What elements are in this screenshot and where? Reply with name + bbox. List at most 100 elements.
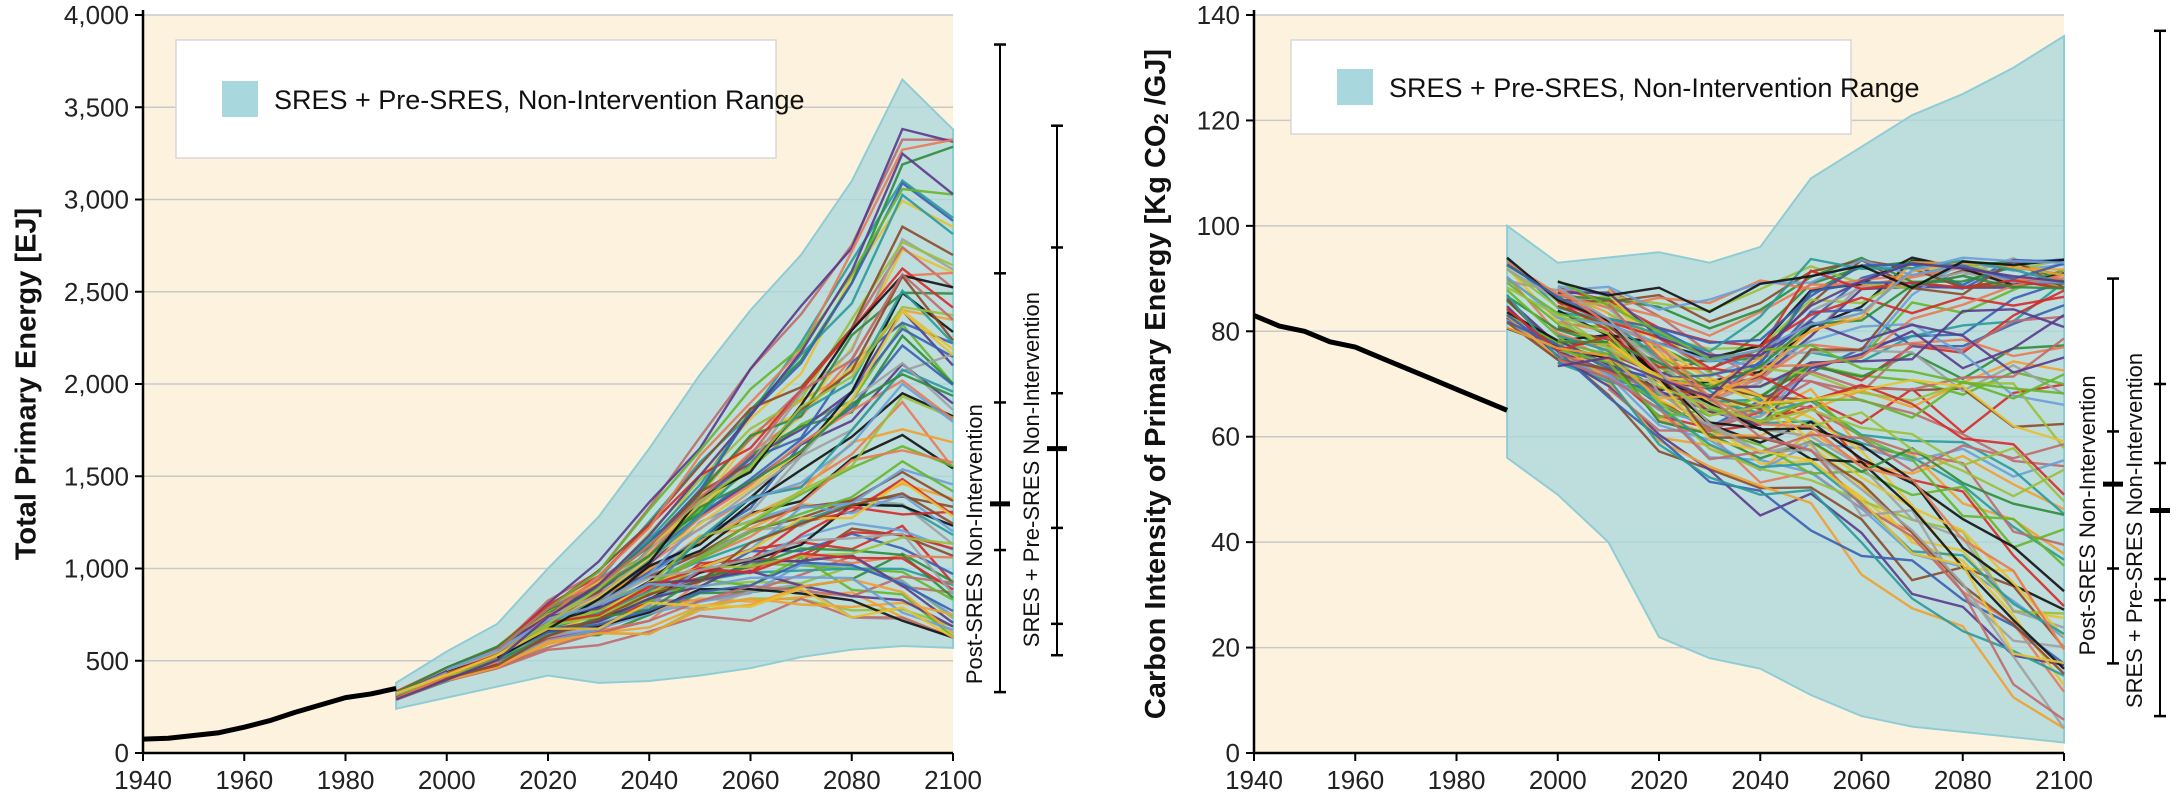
legend: SRES + Pre-SRES, Non-Intervention Range [175,39,805,159]
historical-line [142,685,397,742]
scenario-line [1557,342,2065,730]
scenario-line [1557,286,2065,348]
legend-swatch [222,81,258,117]
legend: SRES + Pre-SRES, Non-Intervention Range [1290,39,1920,135]
scenario-line [1607,353,2065,516]
scenario-line [395,492,954,699]
scenario-line [496,272,954,651]
x-tick-label: 2080 [823,765,881,795]
y-tick-label: 4,000 [64,0,129,30]
x-tick-label: 2040 [1731,765,1789,795]
y-axis-label-tail: /GJ] [1140,49,1172,113]
axes [1246,10,2065,761]
scenario-lines [395,127,954,702]
scenario-line [1557,279,2065,395]
x-tick-label: 2000 [1529,765,1587,795]
scenario-lines [1506,256,2066,730]
y-tick-label: 1,500 [64,461,129,491]
scenario-line [1607,293,2065,637]
y-tick-label: 60 [1211,422,1240,452]
scenario-line [1506,256,2065,363]
scenario-line [1607,340,2065,665]
range-bar-sres-pre-sres: SRES + Pre-SRES Non-Intervention [2122,29,2170,718]
scenario-line [395,151,954,701]
x-tick-label: 2020 [519,765,577,795]
scenario-range-bars: Post-SRES Non-Intervention SRES + Pre-SR… [2075,29,2170,718]
scenario-line [1506,261,2065,400]
y-tick-label: 100 [1197,211,1240,241]
scenario-line [1506,305,2065,667]
historical-line [1253,313,1509,413]
axes [135,10,954,761]
y-axis-label-subscript: 2 [1151,113,1173,124]
range-band [395,77,954,710]
scenario-range-bars: Post-SRES Non-Intervention SRES + Pre-SR… [962,43,1067,694]
x-tick-label: 2020 [1630,765,1688,795]
x-tick-label: 2100 [2035,765,2093,795]
panel-total-primary-energy: 0 500 1,000 1,500 2,000 2,500 3,000 3,500 4,000 1… [11,0,1067,795]
y-tick-label: 40 [1211,527,1240,557]
y-tick-label: 0 [1226,738,1240,768]
x-tick-label: 1940 [114,765,172,795]
x-tick-label: 2100 [924,765,982,795]
x-tick-label: 2060 [722,765,780,795]
scenario-line [1506,269,2065,371]
scenario-line [1506,289,2065,549]
range-bar-post-sres: Post-SRES Non-Intervention [2075,277,2123,665]
scenario-line [1607,315,2065,433]
y-tick-label: 0 [115,738,129,768]
y-tick-label: 500 [86,646,129,676]
y-axis-label: Total Primary Energy [EJ] [11,208,43,560]
x-tick-label: 1980 [317,765,375,795]
range-bar-sres-pre-sres: SRES + Pre-SRES Non-Intervention [1019,124,1067,657]
scenario-line [395,578,954,701]
y-tick-label: 20 [1211,633,1240,663]
y-tick-label: 2,000 [64,369,129,399]
scenario-line [395,587,954,695]
y-tick-label: 3,500 [64,92,129,122]
x-tick-label: 2080 [1934,765,1992,795]
scenario-line [1557,261,2065,399]
range-band-area [395,77,954,710]
scenario-line [1506,314,2065,665]
y-tick-label: 2,500 [64,277,129,307]
range-label-post-sres: Post-SRES Non-Intervention [962,404,987,684]
legend-box [175,39,777,159]
scenario-line [1607,303,2065,721]
x-tick-label: 2040 [620,765,678,795]
scenario-line [1557,334,2065,635]
scenario-line [496,138,954,651]
y-axis-label: Carbon Intensity of Primary Energy [Kg C… [1140,49,1174,719]
range-bar-post-sres: Post-SRES Non-Intervention [962,43,1010,694]
x-tick-label: 1940 [1225,765,1283,795]
x-tick-label: 1980 [1428,765,1486,795]
scenario-line [1557,266,2065,337]
historical-series [142,685,397,742]
y-tick-label: 140 [1197,0,1240,30]
scenario-line [1506,259,2065,411]
y-axis-label-main: Carbon Intensity of Primary Energy [Kg C… [1140,124,1172,719]
scenario-line [1506,259,2065,313]
legend-label: SRES + Pre-SRES, Non-Intervention Range [274,85,805,115]
scenario-line [1557,357,2065,473]
y-tick-label: 3,000 [64,185,129,215]
historical-series [1253,313,1509,413]
y-tick-label: 80 [1211,316,1240,346]
legend-box [1290,39,1852,135]
tick-labels: 0 500 1,000 1,500 2,000 2,500 3,000 3,500 4,000 1… [64,0,982,795]
legend-label: SRES + Pre-SRES, Non-Intervention Range [1389,73,1920,103]
legend-swatch [1337,69,1373,105]
scenario-line [1608,257,2065,353]
y-tick-label: 1,000 [64,554,129,584]
x-tick-label: 2060 [1833,765,1891,795]
range-label-sres-pre-sres: SRES + Pre-SRES Non-Intervention [1019,292,1044,647]
scenario-line [1557,258,2065,314]
x-tick-label: 1960 [1326,765,1384,795]
scenario-line [1506,256,2065,330]
range-label-post-sres: Post-SRES Non-Intervention [2075,375,2100,655]
scenario-line [1506,286,2065,503]
x-tick-label: 1960 [215,765,273,795]
